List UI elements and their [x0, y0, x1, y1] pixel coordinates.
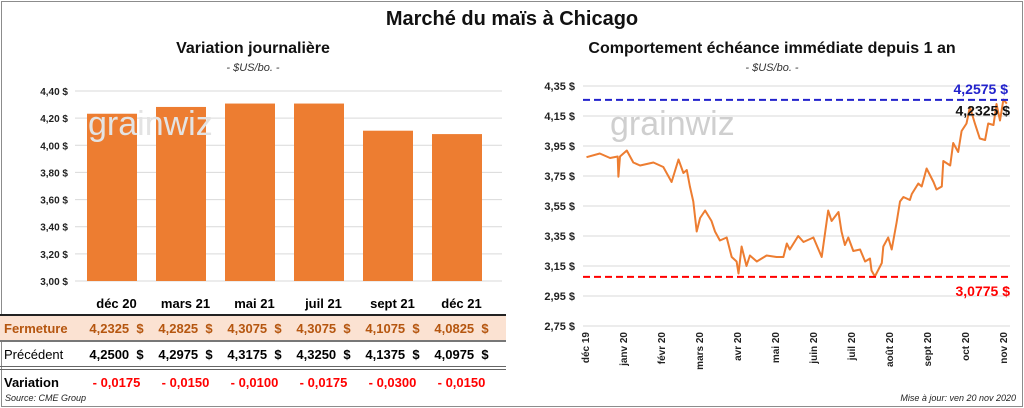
price-line	[586, 98, 1008, 278]
cell: - 0,0100	[230, 374, 279, 390]
last-price-label: 4,2325 $	[956, 103, 1011, 119]
cell: 4,3175 $	[227, 346, 282, 362]
x-tick-label: juil 20	[847, 332, 858, 362]
bar-mars-21	[156, 106, 206, 281]
x-tick-label: mars 20	[695, 332, 706, 370]
source-note: Source: CME Group	[5, 393, 87, 403]
cell: - 0,0150	[161, 374, 210, 390]
bar-mai-21	[225, 103, 275, 281]
cell: - 0,0175	[299, 374, 348, 390]
right-chart-unit: - $US/bo. -	[745, 62, 799, 74]
x-tick-label: déc 19	[581, 332, 592, 364]
cell: 4,0975 $	[434, 346, 489, 362]
month-header: déc 21	[441, 295, 482, 311]
y-tick-label: 2,75 $	[544, 321, 575, 333]
x-tick-label: oct 20	[961, 332, 972, 361]
x-tick-label: nov 20	[999, 332, 1010, 364]
y-tick-label: 3,20 $	[40, 250, 68, 261]
y-tick-label: 4,35 $	[544, 81, 575, 93]
line-chart: 2,75 $ 2,95 $ 3,15 $ 3,35 $ 3,55 $ 3,75 $ 3,95…	[544, 81, 1010, 370]
cell: 4,3075 $	[227, 320, 282, 336]
update-note: Mise à jour: ven 20 nov 2020	[900, 393, 1016, 403]
high-label: 4,2575 $	[954, 81, 1009, 97]
x-tick-label: mai 20	[771, 332, 782, 364]
low-label: 3,0775 $	[956, 283, 1011, 299]
cell: 4,2500 $	[89, 346, 144, 362]
cell: 4,1375 $	[365, 346, 420, 362]
y-tick-label: 3,75 $	[544, 171, 575, 183]
y-tick-label: 4,15 $	[544, 111, 575, 123]
cell: 4,1075 $	[365, 320, 420, 336]
x-tick-label: juin 20	[809, 332, 820, 365]
bar-juil-21	[294, 103, 344, 281]
month-header: mai 21	[234, 295, 275, 311]
y-tick-label: 3,15 $	[544, 261, 575, 273]
cell: 4,2975 $	[158, 346, 213, 362]
table-row-precedent: Précédent 4,2500 $ 4,2975 $ 4,3175 $ 4,3…	[0, 342, 506, 366]
row-label: Fermeture	[4, 320, 68, 336]
bar-déc-21	[432, 134, 482, 281]
y-tick-label: 3,55 $	[544, 201, 575, 213]
left-chart-unit: - $US/bo. -	[226, 62, 280, 74]
bar-chart: 3,00 $ 3,20 $ 3,40 $ 3,60 $ 3,80 $ 4,00 $ 4,20…	[40, 87, 502, 288]
cell: - 0,0175	[92, 374, 141, 390]
right-chart-title: Comportement échéance immédiate depuis 1…	[588, 40, 956, 57]
grainwiz-logo-left: grainwiz	[88, 105, 213, 143]
cell: 4,2825 $	[158, 320, 213, 336]
x-tick-label: avr 20	[733, 332, 744, 361]
x-tick-label: janv 20	[619, 332, 630, 367]
table-row-variation: Variation - 0,0175 - 0,0150 - 0,0100 - 0…	[0, 366, 506, 394]
price-table: déc 20 mars 21 mai 21 juil 21 sept 21 dé…	[0, 292, 506, 394]
y-tick-label: 4,20 $	[40, 114, 68, 125]
cell: 4,2325 $	[89, 320, 144, 336]
page-title: Marché du maïs à Chicago	[385, 8, 639, 30]
month-header: sept 21	[370, 295, 415, 311]
y-tick-label: 3,40 $	[40, 223, 68, 234]
y-tick-label: 4,00 $	[40, 141, 68, 152]
x-tick-label: févr 20	[657, 332, 668, 365]
y-tick-label: 3,60 $	[40, 196, 68, 207]
bar-sept-21	[363, 130, 413, 281]
x-tick-label: sept 20	[923, 332, 934, 367]
x-tick-label: août 20	[885, 332, 896, 367]
y-tick-label: 3,95 $	[544, 141, 575, 153]
month-header: mars 21	[160, 295, 211, 311]
bar-déc-20	[87, 113, 137, 281]
grainwiz-logo: grainwiz	[610, 105, 735, 143]
y-tick-label: 4,40 $	[40, 87, 68, 98]
month-header: juil 21	[305, 295, 342, 311]
cell: 4,0825 $	[434, 320, 489, 336]
cell: - 0,0300	[368, 374, 417, 390]
month-header: déc 20	[96, 295, 137, 311]
y-tick-label: 3,00 $	[40, 277, 68, 288]
table-header-row: déc 20 mars 21 mai 21 juil 21 sept 21 dé…	[0, 292, 506, 314]
left-chart-title: Variation journalière	[176, 40, 330, 57]
cell: - 0,0150	[437, 374, 486, 390]
row-label: Précédent	[4, 346, 64, 362]
y-tick-label: 2,95 $	[544, 291, 575, 303]
cell: 4,3075 $	[296, 320, 351, 336]
table-row-fermeture: Fermeture 4,2325 $ 4,2825 $ 4,3075 $ 4,3…	[0, 314, 506, 342]
y-tick-label: 3,80 $	[40, 168, 68, 179]
row-label: Variation	[4, 374, 59, 390]
y-tick-label: 3,35 $	[544, 231, 575, 243]
cell: 4,3250 $	[296, 346, 351, 362]
